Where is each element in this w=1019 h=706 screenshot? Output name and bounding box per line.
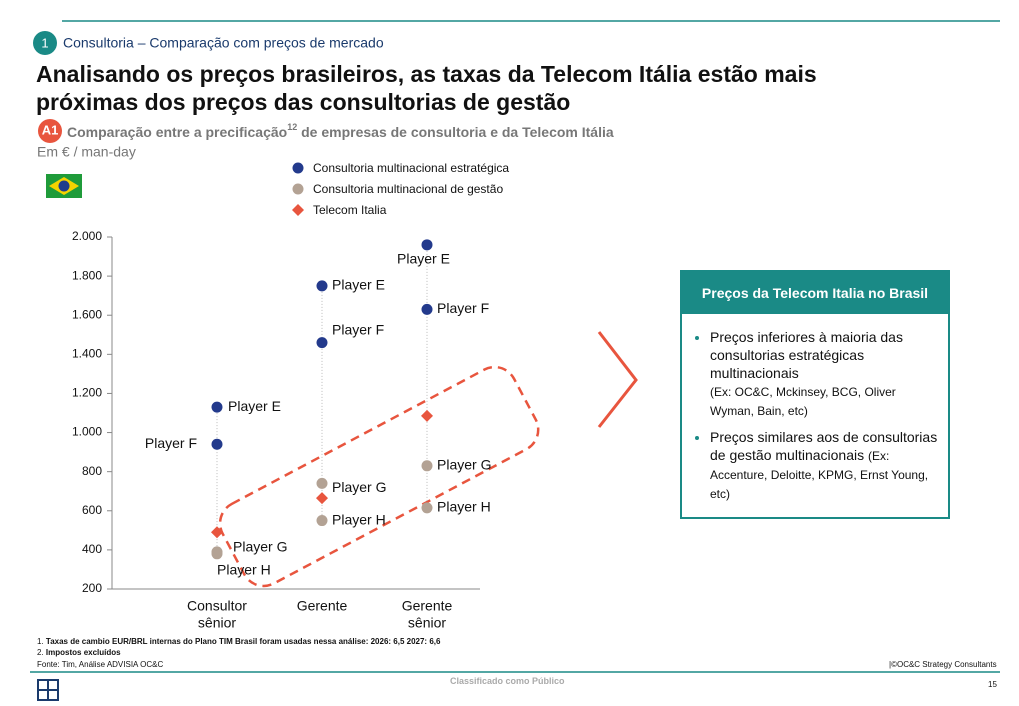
y-tick-label: 600 (82, 503, 102, 517)
point-label: Player E (228, 398, 281, 414)
data-point (316, 337, 328, 349)
fn-text: Impostos excluídos (45, 648, 121, 657)
point-label: Player H (437, 499, 491, 515)
brazil-flag (46, 174, 82, 198)
data-point (421, 409, 433, 422)
section-label: Consultoria – Comparação com preços de m… (63, 35, 384, 51)
data-point (211, 438, 223, 450)
y-tick-label: 1.000 (72, 425, 102, 439)
legend-label: Consultoria multinacional estratégica (313, 161, 509, 175)
bullet-note: (Ex: OC&C, Mckinsey, BCG, Oliver Wyman, … (710, 385, 896, 418)
subtitle-b: de empresas de consultoria e da Telecom … (297, 124, 614, 140)
data-point (211, 548, 223, 560)
data-point (211, 401, 223, 413)
copyright: |©OC&C Strategy Consultants (889, 660, 997, 669)
bullet-note: (Ex: Accenture, Deloitte, KPMG, Ernst Yo… (710, 449, 929, 501)
title: Analisando os preços brasileiros, as tax… (36, 60, 817, 116)
unit-label: Em € / man-day (37, 144, 136, 160)
box-list: Preços inferiores à maioria das consulto… (692, 328, 938, 503)
point-label: Player E (397, 251, 450, 267)
point-label: Player H (217, 562, 271, 578)
point-label: Player G (233, 539, 287, 555)
data-point (316, 280, 328, 292)
legend-label: Telecom Italia (313, 203, 387, 217)
title-line: próximas dos preços das consultorias de … (36, 89, 571, 115)
point-label: Player F (437, 300, 489, 316)
point-label: Player H (332, 511, 386, 527)
data-point (421, 502, 433, 514)
fn-num: 2. (37, 648, 44, 657)
legend-label: Consultoria multinacional de gestão (313, 182, 503, 196)
x-tick-label: Gerente (297, 598, 348, 614)
subtitle: Comparação entre a precificação12 de emp… (67, 122, 614, 139)
data-point (316, 492, 328, 505)
legend-marker (292, 204, 304, 216)
page-number: 15 (988, 680, 997, 689)
x-tick-label: Consultor (187, 598, 247, 614)
bullet-text: Preços inferiores à maioria das consulto… (710, 329, 903, 381)
y-tick-label: 800 (82, 464, 102, 478)
box-title: Preços da Telecom Italia no Brasil (682, 272, 948, 314)
y-tick-label: 1.200 (72, 386, 102, 400)
point-label: Player F (332, 321, 384, 337)
subtitle-badge (38, 119, 62, 143)
footnote: 1. Taxas de cambio EUR/BRL internas do P… (37, 637, 440, 646)
data-point (316, 515, 328, 527)
data-point (211, 526, 223, 539)
y-tick-label: 1.600 (72, 307, 102, 321)
badge-text: A1 (42, 122, 59, 137)
classification: Classificado como Público (450, 676, 565, 686)
chevron (597, 331, 638, 428)
x-tick-label: sênior (408, 615, 446, 631)
data-point (421, 303, 433, 315)
legend-marker (292, 162, 304, 174)
fn-text: Taxas de cambio EUR/BRL internas do Plan… (45, 637, 441, 646)
data-point (316, 477, 328, 489)
fn-num: 1. (37, 637, 44, 646)
subtitle-a: Comparação entre a precificação (67, 124, 287, 140)
logo (37, 679, 59, 701)
section-badge (33, 31, 57, 55)
source: Fonte: Tim, Análise ADVISIA OC&C (37, 660, 164, 669)
y-tick-label: 400 (82, 542, 102, 556)
y-tick-label: 1.800 (72, 268, 102, 282)
point-label: Player E (332, 277, 385, 293)
highlight-outline (218, 365, 540, 588)
point-label: Player G (332, 479, 386, 495)
bullet-text: Preços similares aos de consultorias de … (710, 429, 938, 463)
data-point (421, 239, 433, 251)
y-tick-label: 200 (82, 581, 102, 595)
subtitle-sup: 12 (287, 122, 297, 132)
x-tick-label: Gerente (402, 598, 453, 614)
bullet: Preços similares aos de consultorias de … (710, 428, 938, 503)
y-tick-label: 1.400 (72, 347, 102, 361)
chart: 200 400 600 800 1.000 1.200 1.400 1.600 1.800 2.0… (72, 161, 509, 631)
point-label: Player F (145, 435, 197, 451)
x-tick-label: sênior (198, 615, 236, 631)
bullet: Preços inferiores à maioria das consulto… (710, 328, 938, 420)
data-point (421, 460, 433, 472)
section-number: 1 (41, 35, 48, 50)
y-tick-label: 2.000 (72, 229, 102, 243)
title-line: Analisando os preços brasileiros, as tax… (36, 61, 817, 87)
legend-marker (292, 183, 304, 195)
point-label: Player G (437, 457, 491, 473)
info-box: Preços da Telecom Italia no Brasil Preço… (680, 270, 950, 519)
footnote: 2. Impostos excluídos (37, 648, 121, 657)
